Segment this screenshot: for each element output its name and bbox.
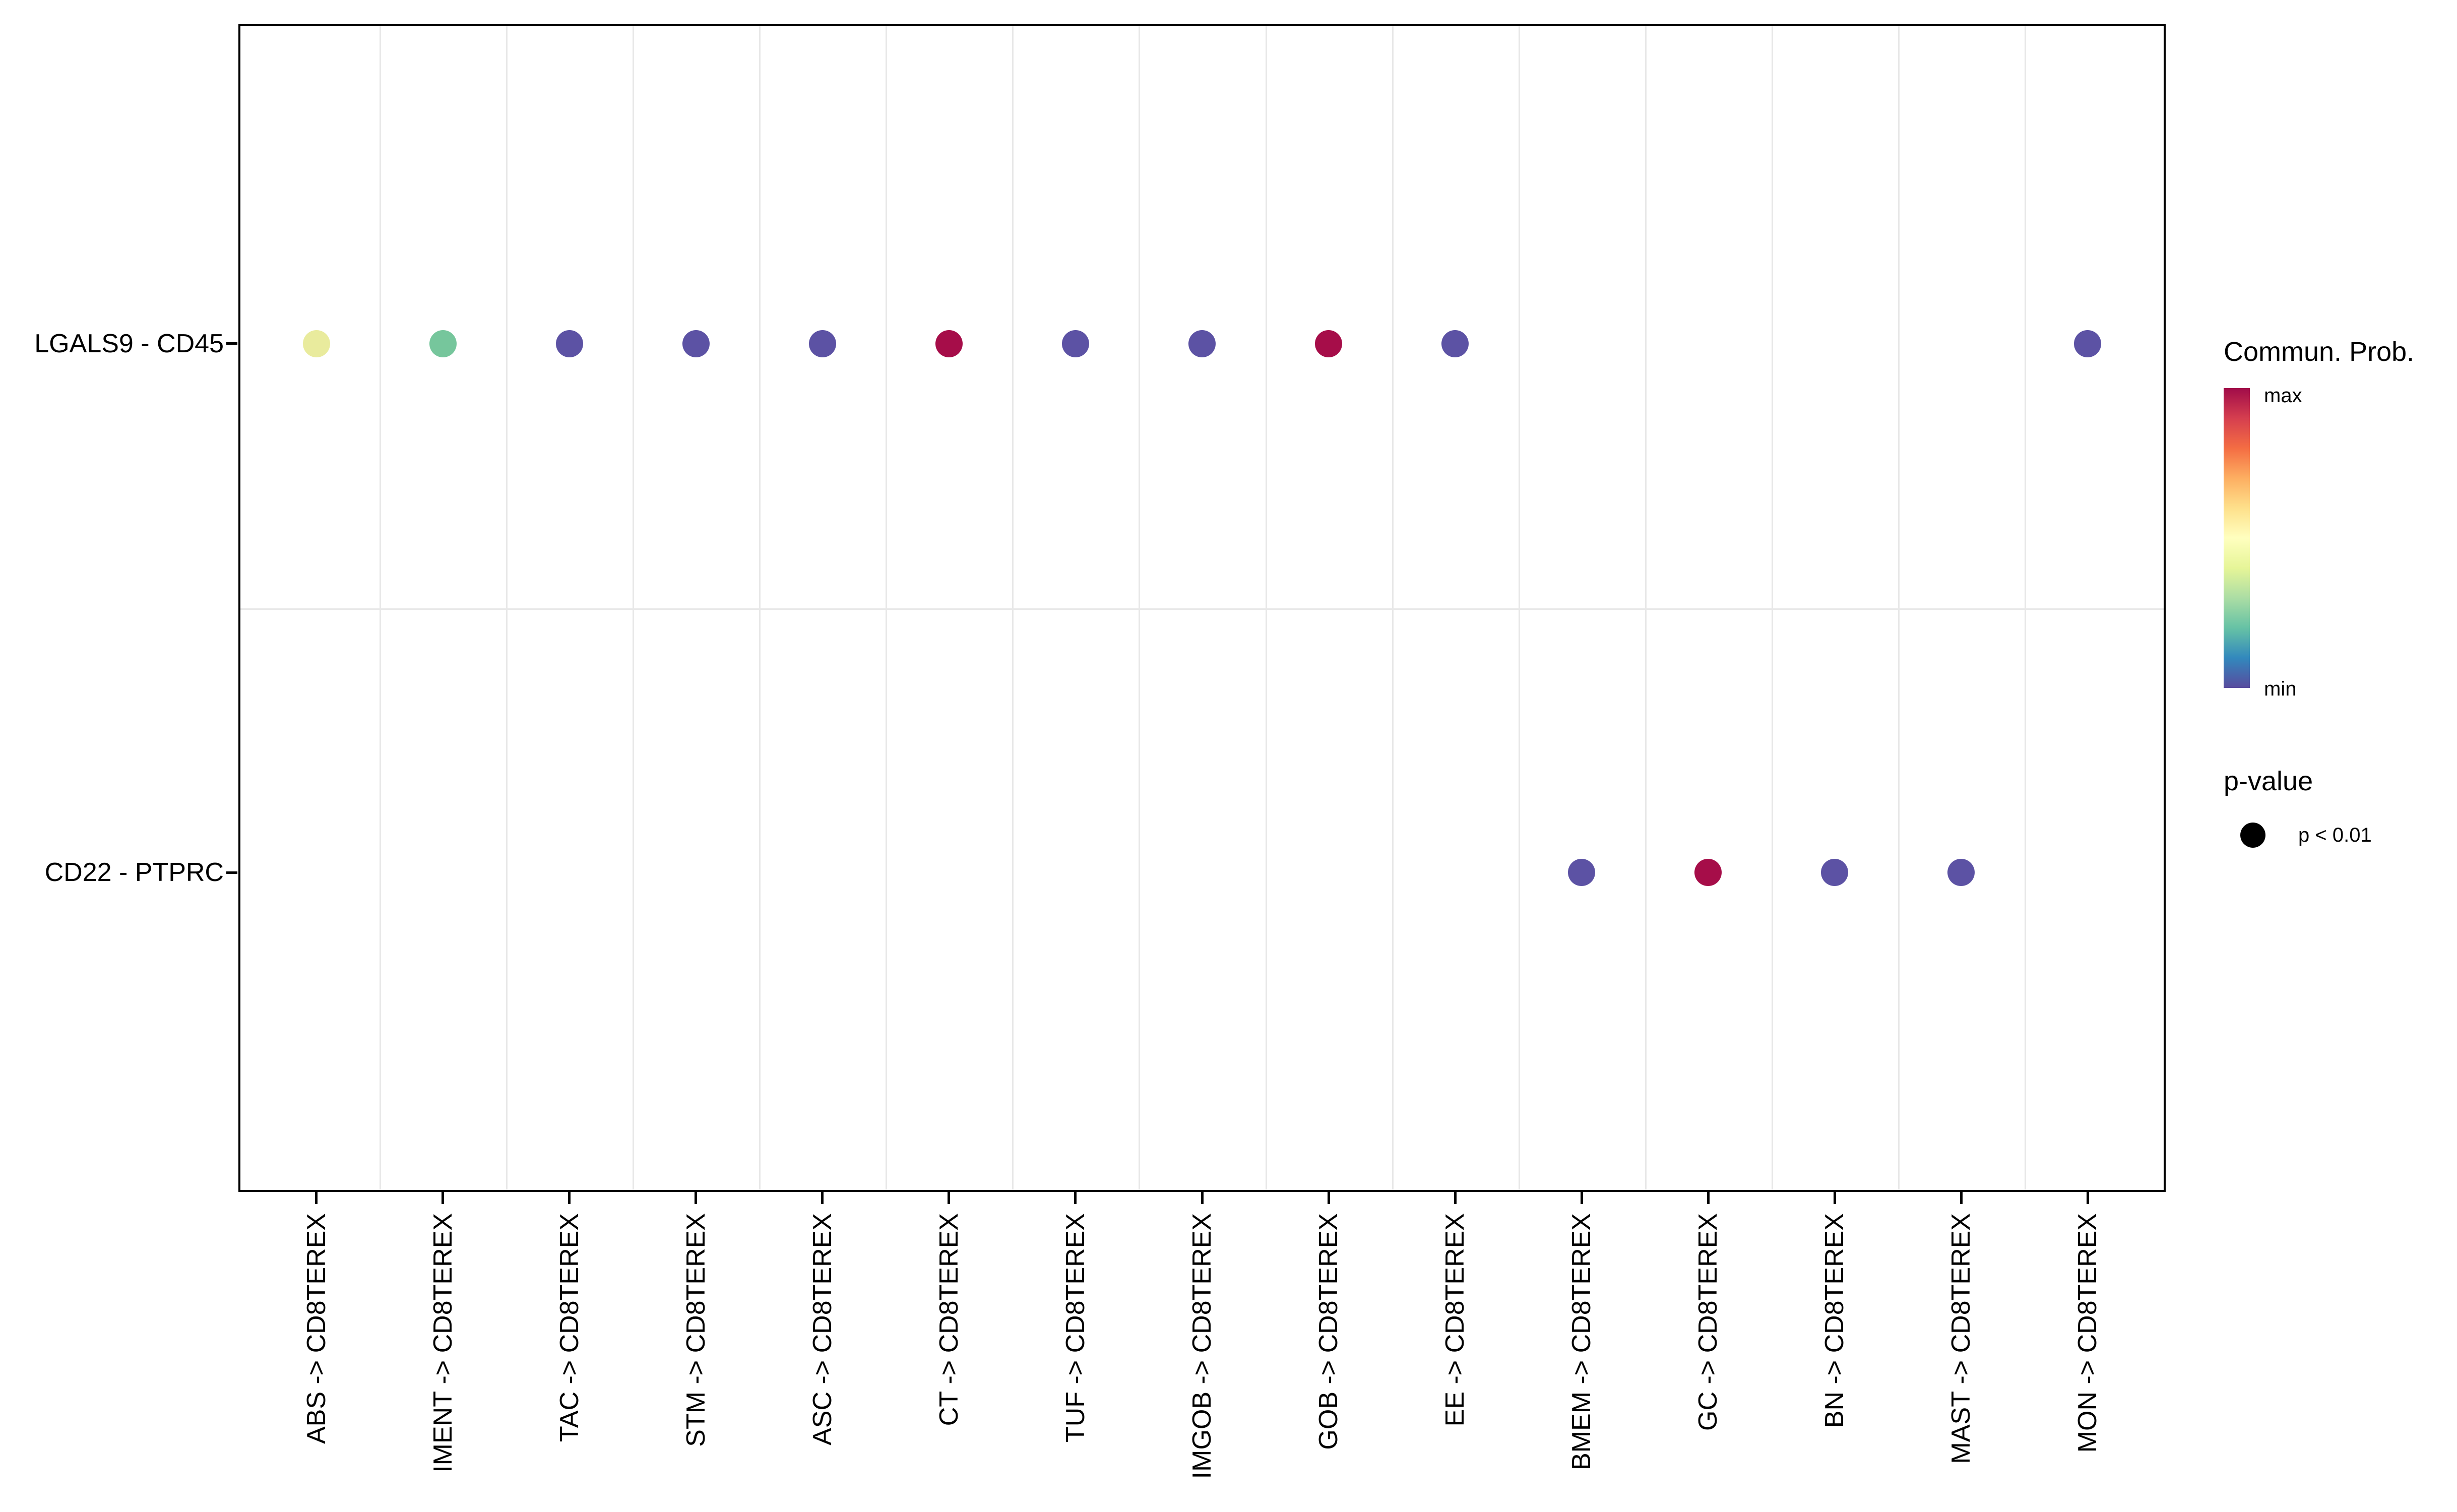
commun-prob-dot bbox=[429, 330, 457, 357]
commun-prob-dot bbox=[1821, 859, 1849, 887]
y-axis-label: LGALS9 - CD45 bbox=[34, 329, 224, 358]
x-axis-label: CT -> CD8TEREX bbox=[934, 1213, 964, 1426]
commun-prob-dot bbox=[1568, 859, 1596, 887]
x-axis-label: GC -> CD8TEREX bbox=[1693, 1213, 1723, 1431]
legend-title-pvalue: p-value bbox=[2224, 766, 2313, 796]
commun-prob-dot bbox=[1441, 330, 1469, 357]
commun-prob-dot bbox=[1694, 859, 1722, 887]
x-axis-label: BMEM -> CD8TEREX bbox=[1567, 1213, 1597, 1470]
commun-prob-dot bbox=[555, 330, 583, 357]
x-axis-label: ASC -> CD8TEREX bbox=[807, 1213, 837, 1445]
horizontal-gridline bbox=[240, 608, 2164, 610]
y-axis-tick bbox=[226, 871, 237, 874]
legend-title-commun-prob: Commun. Prob. bbox=[2224, 337, 2415, 367]
x-axis-tick bbox=[442, 1192, 445, 1204]
y-axis-label: CD22 - PTPRC bbox=[44, 858, 224, 888]
x-axis-label: BN -> CD8TEREX bbox=[1820, 1213, 1850, 1428]
commun-prob-dot bbox=[1061, 330, 1089, 357]
commun-prob-dot bbox=[1188, 330, 1216, 357]
plot-panel bbox=[238, 24, 2166, 1192]
x-axis-label: ABS -> CD8TEREX bbox=[301, 1213, 331, 1444]
x-axis-tick bbox=[1201, 1192, 1204, 1204]
commun-prob-dot bbox=[682, 330, 710, 357]
x-axis-label: IMENT -> CD8TEREX bbox=[428, 1213, 458, 1473]
x-axis-tick bbox=[1327, 1192, 1330, 1204]
x-axis-label: STM -> CD8TEREX bbox=[681, 1213, 711, 1447]
commun-prob-dot bbox=[302, 330, 330, 357]
x-axis-tick bbox=[1833, 1192, 1836, 1204]
commun-prob-dot bbox=[1315, 330, 1343, 357]
commun-prob-dot bbox=[2074, 330, 2102, 357]
x-axis-tick bbox=[1580, 1192, 1583, 1204]
x-axis-tick bbox=[821, 1192, 824, 1204]
x-axis-label: TAC -> CD8TEREX bbox=[554, 1213, 584, 1442]
x-axis-tick bbox=[315, 1192, 318, 1204]
pvalue-legend-dot-icon bbox=[2240, 823, 2265, 848]
y-axis-tick bbox=[226, 342, 237, 345]
x-axis-label: TUF -> CD8TEREX bbox=[1060, 1213, 1090, 1443]
x-axis-label: EE -> CD8TEREX bbox=[1440, 1213, 1470, 1427]
commun-prob-dot bbox=[935, 330, 963, 357]
x-axis-tick bbox=[1454, 1192, 1457, 1204]
x-axis-tick bbox=[1707, 1192, 1710, 1204]
x-axis-label: GOB -> CD8TEREX bbox=[1314, 1213, 1344, 1450]
commun-prob-dot bbox=[1947, 859, 1975, 887]
x-axis-tick bbox=[1960, 1192, 1963, 1204]
commun-prob-colorbar bbox=[2224, 388, 2250, 688]
x-axis-tick bbox=[695, 1192, 698, 1204]
x-axis-label: MON -> CD8TEREX bbox=[2073, 1213, 2103, 1453]
colorbar-max-label: max bbox=[2264, 385, 2302, 407]
x-axis-tick bbox=[1074, 1192, 1077, 1204]
commun-prob-dot bbox=[808, 330, 836, 357]
pvalue-legend-label: p < 0.01 bbox=[2298, 824, 2372, 846]
colorbar-min-label: min bbox=[2264, 678, 2297, 700]
x-axis-tick bbox=[948, 1192, 951, 1204]
x-axis-label: MAST -> CD8TEREX bbox=[1946, 1213, 1976, 1464]
x-axis-tick bbox=[568, 1192, 571, 1204]
x-axis-label: IMGOB -> CD8TEREX bbox=[1187, 1213, 1217, 1479]
x-axis-tick bbox=[2086, 1192, 2089, 1204]
